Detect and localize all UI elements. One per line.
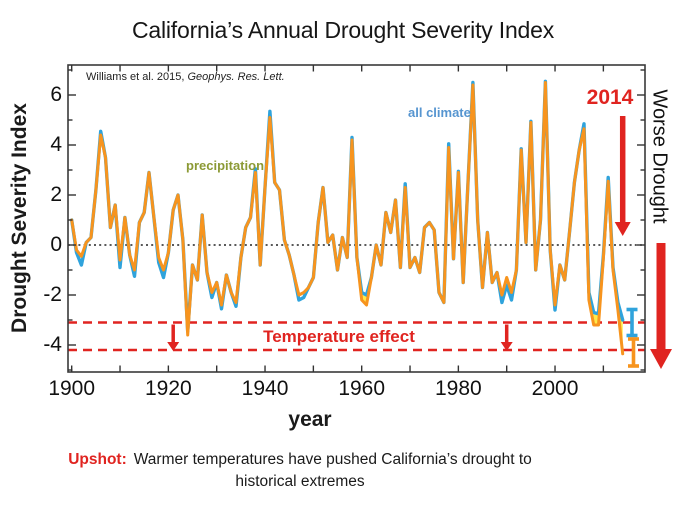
- worse-drought-arrow-head: [650, 349, 672, 369]
- x-tick-label: 1900: [48, 377, 96, 400]
- annotation-2014: 2014: [586, 86, 634, 109]
- upshot-line1: Upshot: Warmer temperatures have pushed C…: [0, 449, 600, 471]
- x-tick-label: 1980: [435, 377, 482, 400]
- x-tick-label: 1940: [241, 377, 289, 400]
- y-tick-label: -2: [43, 283, 62, 306]
- citation-journal: Geophys. Res. Lett.: [187, 71, 285, 83]
- plot-frame: [67, 64, 646, 373]
- precipitation-line: [70, 81, 625, 356]
- series-label-all-climate: all climate: [408, 105, 471, 120]
- series-label-precipitation: precipitation: [186, 158, 265, 173]
- upshot-caption: Upshot: Warmer temperatures have pushed C…: [0, 449, 600, 493]
- x-tick-label: 2000: [531, 377, 579, 400]
- x-axis-label: year: [288, 408, 332, 431]
- upshot-lead: Upshot:: [68, 451, 127, 468]
- y-tick-label: -4: [43, 333, 62, 356]
- y-tick-label: 4: [50, 133, 62, 156]
- citation: Williams et al. 2015, Geophys. Res. Lett…: [86, 71, 285, 83]
- upshot-line2: historical extremes: [235, 473, 365, 490]
- arrow-2014-head: [614, 222, 631, 236]
- y-tick-label: 2: [50, 183, 62, 206]
- y-tick-label: 6: [50, 83, 62, 106]
- annotation-worse-drought: Worse Drought: [648, 89, 671, 224]
- x-tick-label: 1960: [338, 377, 386, 400]
- upshot-text: Warmer temperatures have pushed Californ…: [133, 451, 532, 468]
- y-tick-label: 0: [50, 233, 62, 256]
- temp-arrow-1921-head: [167, 342, 180, 351]
- x-tick-label: 1920: [145, 377, 192, 400]
- y-axis-label: Drought Severity Index: [8, 103, 31, 333]
- annotation-temperature-effect: Temperature effect: [263, 327, 415, 346]
- temp-arrow-1990-head: [500, 342, 513, 351]
- page-title: California’s Annual Drought Severity Ind…: [131, 17, 555, 43]
- citation-authors: Williams et al. 2015,: [86, 71, 188, 83]
